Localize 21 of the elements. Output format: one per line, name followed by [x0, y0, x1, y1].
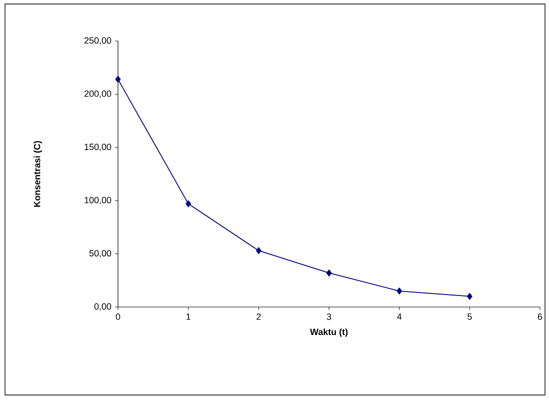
point — [186, 200, 192, 208]
y-axis-title: Konsentrasi (C) — [34, 141, 42, 207]
x-tick-label: 5 — [468, 314, 472, 320]
y-tick-label: 250,00 — [84, 37, 112, 45]
y-tick-label: 150,00 — [84, 144, 112, 152]
point — [115, 76, 121, 83]
x-tick-label: 1 — [186, 314, 190, 320]
x-tick-label: 0 — [116, 314, 120, 320]
y-tick-label: 50,00 — [89, 250, 112, 258]
point — [256, 247, 262, 254]
x-axis-title: Waktu (t) — [310, 328, 348, 337]
y-tick-label: 200,00 — [84, 90, 112, 98]
y-tick-label: 100,00 — [84, 196, 112, 204]
x-tick-label: 4 — [397, 314, 402, 320]
x-tick-label: 6 — [538, 314, 542, 320]
point — [326, 270, 332, 276]
x-tick-label: 2 — [256, 314, 261, 320]
x-tick-label: 3 — [326, 314, 332, 320]
point — [466, 292, 472, 300]
y-tick-label: 0,00 — [94, 303, 112, 311]
point — [396, 288, 402, 294]
